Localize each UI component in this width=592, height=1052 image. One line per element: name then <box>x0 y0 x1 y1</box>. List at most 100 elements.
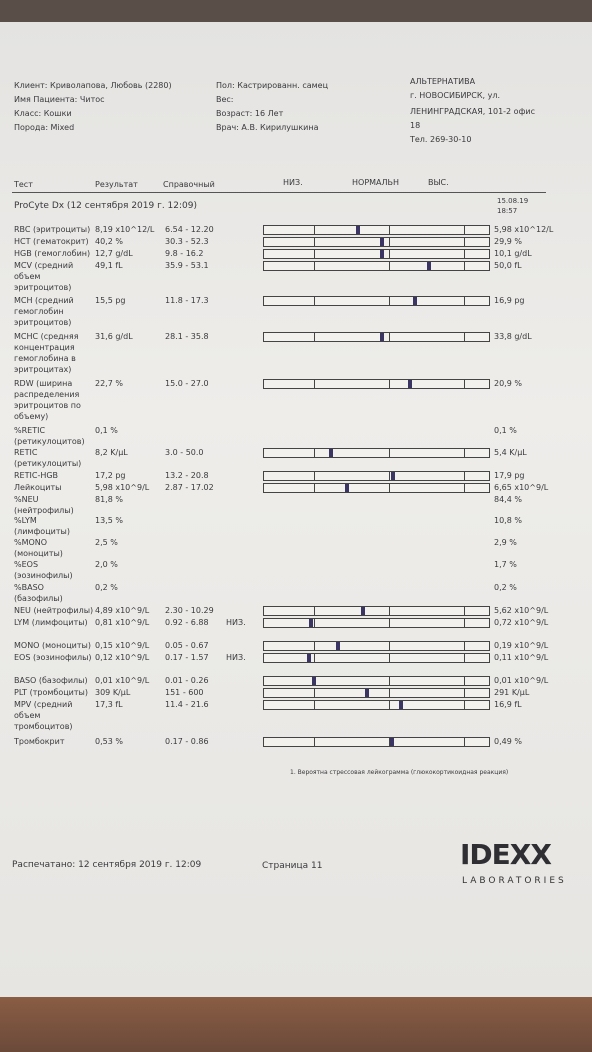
test-name: HCT (гематокрит) <box>14 237 89 246</box>
gauge <box>263 471 490 481</box>
result: 0,15 x10^9/L <box>95 641 150 650</box>
test-name: %NEU (нейтрофилы) <box>14 495 74 515</box>
test-name: MCH (средний гемоглобин эритроцитов) <box>14 296 74 327</box>
gauge-divider <box>464 701 465 709</box>
test-name: %MONO (моноциты) <box>14 538 63 558</box>
gauge-divider <box>314 689 315 697</box>
clinic-city: г. НОВОСИБИРСК, ул. <box>410 91 500 100</box>
result-marker <box>364 689 369 697</box>
gauge-divider <box>464 472 465 480</box>
gauge-divider <box>464 689 465 697</box>
gauge-divider <box>314 738 315 746</box>
result: 31,6 g/dL <box>95 332 133 341</box>
weight: Вес: <box>216 95 234 104</box>
previous-result: 0,1 % <box>494 426 517 435</box>
result-marker <box>360 607 365 615</box>
reference-range: 0.17 - 0.86 <box>165 737 209 746</box>
result: 49,1 fL <box>95 261 123 270</box>
reference-range: 9.8 - 16.2 <box>165 249 204 258</box>
test-name: RETIC (ретикулоциты) <box>14 448 82 468</box>
reference-range: 0.05 - 0.67 <box>165 641 209 650</box>
previous-result: 1,7 % <box>494 560 517 569</box>
result: 17,2 pg <box>95 471 126 480</box>
previous-result: 5,4 K/µL <box>494 448 527 457</box>
gauge <box>263 700 490 710</box>
gauge-divider <box>464 333 465 341</box>
gauge-divider <box>464 297 465 305</box>
result-marker <box>309 619 314 627</box>
test-name: %RETIC (ретикулоцитов) <box>14 426 85 446</box>
gauge-divider <box>389 238 390 246</box>
col-high: ВЫС. <box>428 178 449 187</box>
gauge-divider <box>314 607 315 615</box>
gauge-divider <box>389 642 390 650</box>
gauge-divider <box>314 654 315 662</box>
flag: НИЗ. <box>226 618 246 627</box>
reference-range: 15.0 - 27.0 <box>165 379 209 388</box>
gauge-divider <box>464 484 465 492</box>
result: 13,5 % <box>95 516 123 525</box>
result: 15,5 pg <box>95 296 126 305</box>
clinic-name: АЛЬТЕРНАТИВА <box>410 77 476 86</box>
gauge-divider <box>464 449 465 457</box>
result: 5,98 x10^9/L <box>95 483 150 492</box>
result: 8,2 K/µL <box>95 448 128 457</box>
gauge-divider <box>464 642 465 650</box>
previous-result: 10,8 % <box>494 516 522 525</box>
gauge-divider <box>314 472 315 480</box>
paper <box>0 22 592 997</box>
previous-result: 5,98 x10^12/L <box>494 225 554 234</box>
gauge-divider <box>389 250 390 258</box>
gauge-divider <box>389 619 390 627</box>
col-result: Результат <box>95 180 138 189</box>
patient: Имя Пациента: Читос <box>14 95 105 104</box>
previous-result: 5,62 x10^9/L <box>494 606 549 615</box>
result-marker <box>379 238 384 246</box>
doctor: Врач: А.В. Кирилушкина <box>216 123 319 132</box>
previous-result: 29,9 % <box>494 237 522 246</box>
gauge-divider <box>314 642 315 650</box>
result: 2,0 % <box>95 560 118 569</box>
previous-result: 0,01 x10^9/L <box>494 676 549 685</box>
section-title: ProCyte Dx (12 сентября 2019 г. 12:09) <box>14 201 197 211</box>
reference-range: 13.2 - 20.8 <box>165 471 209 480</box>
gauge <box>263 483 490 493</box>
result: 0,53 % <box>95 737 123 746</box>
gauge-divider <box>464 619 465 627</box>
previous-result: 291 K/µL <box>494 688 530 697</box>
previous-result: 2,9 % <box>494 538 517 547</box>
previous-result: 6,65 x10^9/L <box>494 483 549 492</box>
col-range: Справочный <box>163 180 215 189</box>
reference-range: 30.3 - 52.3 <box>165 237 209 246</box>
gauge-divider <box>314 449 315 457</box>
gauge <box>263 332 490 342</box>
result-marker <box>379 250 384 258</box>
result-marker <box>412 297 417 305</box>
gauge <box>263 249 490 259</box>
test-name: BASO (базофилы) <box>14 676 88 685</box>
result: 8,19 x10^12/L <box>95 225 155 234</box>
test-name: MPV (средний объем тромбоцитов) <box>14 700 73 731</box>
flag: НИЗ. <box>226 653 246 662</box>
header-rule <box>12 192 546 193</box>
class: Класс: Кошки <box>14 109 72 118</box>
gauge <box>263 618 490 628</box>
test-name: EOS (эозинофилы) <box>14 653 92 662</box>
previous-time: 18:57 <box>497 207 518 215</box>
gauge <box>263 379 490 389</box>
test-name: MCV (средний объем эритроцитов) <box>14 261 74 292</box>
result: 17,3 fL <box>95 700 123 709</box>
gauge <box>263 653 490 663</box>
previous-result: 0,2 % <box>494 583 517 592</box>
test-name: PLT (тромбоциты) <box>14 688 88 697</box>
reference-range: 35.9 - 53.1 <box>165 261 209 270</box>
previous-date: 15.08.19 <box>497 197 529 205</box>
gauge-divider <box>389 654 390 662</box>
previous-result: 10,1 g/dL <box>494 249 532 258</box>
previous-result: 50,0 fL <box>494 261 522 270</box>
result: 0,1 % <box>95 426 118 435</box>
result-marker <box>408 380 413 388</box>
previous-result: 84,4 % <box>494 495 522 504</box>
gauge <box>263 606 490 616</box>
reference-range: 0.01 - 0.26 <box>165 676 209 685</box>
